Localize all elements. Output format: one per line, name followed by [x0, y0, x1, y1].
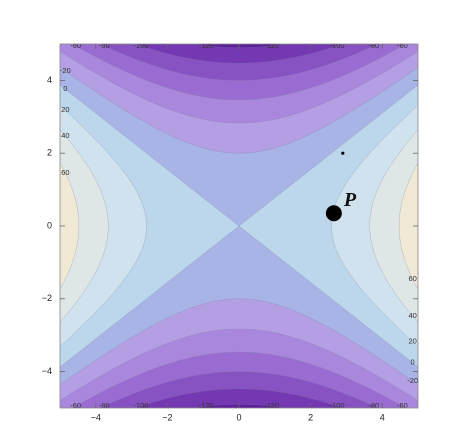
contour-label: -80: [368, 401, 379, 410]
contour-label: 0: [411, 358, 415, 367]
contour-label: -120: [199, 401, 214, 410]
contour-label: 20: [408, 337, 416, 346]
contour-label: -80: [368, 41, 379, 50]
contour-labels: -120 -120 -120 -120 -100 -100 -100 -100 -80 -80 -8…: [46, 41, 432, 410]
contour-label: -20: [60, 66, 71, 75]
contour-label: 40: [408, 311, 416, 320]
contour-label: -40: [46, 401, 57, 410]
contour-label: -40: [421, 401, 432, 410]
contour-label: 60: [408, 274, 416, 283]
contour-label: -80: [99, 401, 110, 410]
point: [341, 151, 345, 155]
contour-label: -60: [397, 401, 408, 410]
contour-label: -120: [264, 401, 279, 410]
contour-label: -100: [330, 41, 345, 50]
point: [325, 205, 342, 222]
contour-label: -60: [70, 401, 81, 410]
x-tick-label: 0: [236, 412, 241, 422]
y-tick-label: 2: [47, 148, 52, 158]
y-tick-label: −2: [42, 293, 52, 303]
contour-band: [60, 129, 109, 323]
contour-label: 20: [61, 105, 69, 114]
contour-label: -40: [46, 41, 57, 50]
x-tick-label: 4: [380, 412, 385, 422]
x-tick-label: −4: [91, 412, 101, 422]
contour-band: [398, 162, 418, 290]
y-tick-label: 4: [47, 75, 52, 85]
contour-label: 60: [61, 168, 69, 177]
contour-label: -60: [70, 41, 81, 50]
y-tick-label: 0: [47, 220, 52, 230]
contour-label: -100: [133, 41, 148, 50]
x-tick-label: −2: [162, 412, 172, 422]
contour-label: -100: [330, 401, 345, 410]
contour-label: -40: [421, 41, 432, 50]
y-tick-label: −4: [42, 366, 52, 376]
contour-band: [369, 129, 418, 323]
contour-area: [60, 44, 418, 408]
contour-label: -100: [133, 401, 148, 410]
contour-label: -80: [99, 41, 110, 50]
contour-label: -120: [264, 41, 279, 50]
contour-label: -120: [199, 41, 214, 50]
contour-label: 0: [63, 84, 67, 93]
contour-label: 40: [61, 131, 69, 140]
contour-label: -60: [397, 41, 408, 50]
point-label: P: [343, 189, 357, 211]
contour-label: -20: [407, 376, 418, 385]
contour-band: [60, 162, 80, 290]
x-tick-label: 2: [308, 412, 313, 422]
